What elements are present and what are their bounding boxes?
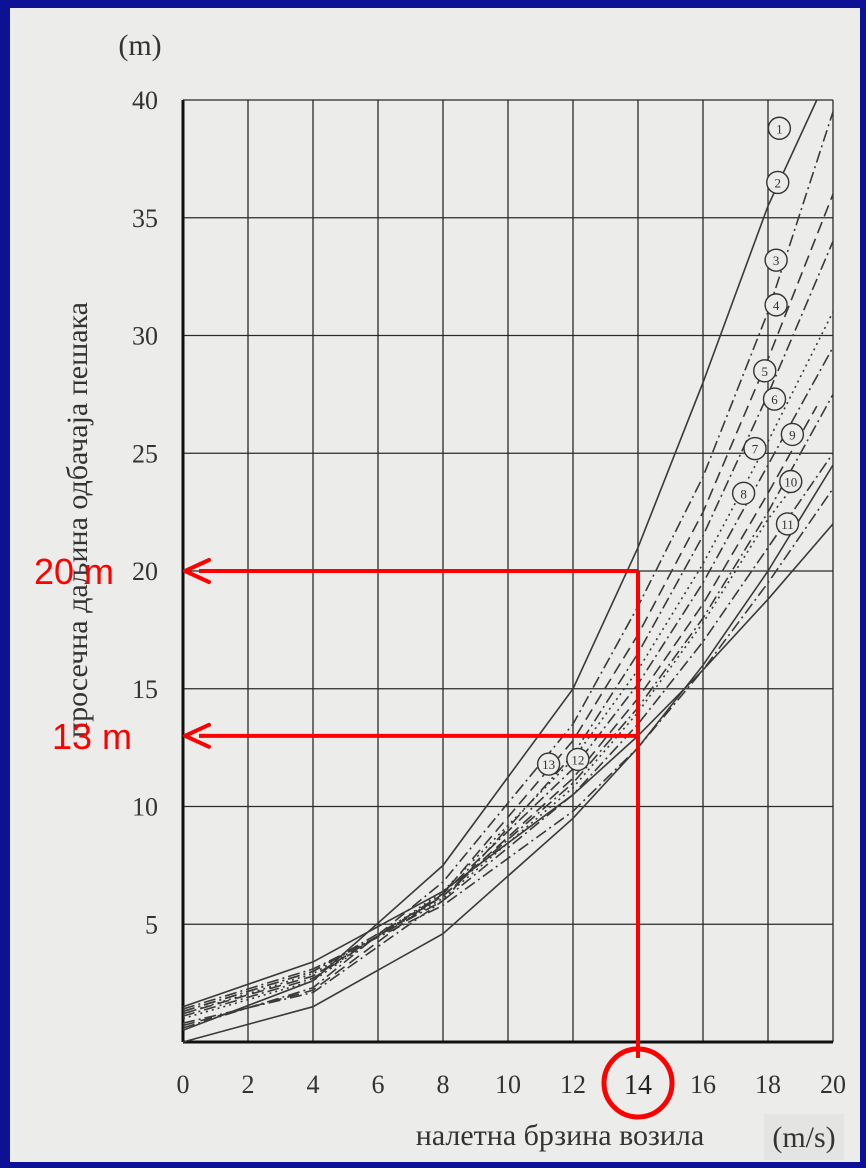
x-tick-highlight-circle xyxy=(601,1046,675,1120)
series-label-11: 11 xyxy=(775,512,800,536)
series-label-circle xyxy=(764,248,788,272)
x-tick-label: 4 xyxy=(307,1070,320,1099)
series-label-circle xyxy=(743,436,767,461)
series-label-circle xyxy=(536,752,561,776)
series-line-5 xyxy=(182,311,834,1020)
x-tick-label: 12 xyxy=(560,1070,586,1099)
series-line-1 xyxy=(182,99,818,1031)
tick-labels: 02468101214161820510152025303540 xyxy=(132,86,846,1099)
series-label-number: 11 xyxy=(781,517,794,532)
series-label-5: 5 xyxy=(753,359,777,383)
series-label-9: 9 xyxy=(780,422,805,447)
series-line-6 xyxy=(182,346,834,1017)
x-tick-label: 6 xyxy=(372,1070,385,1099)
y-tick-label: 15 xyxy=(132,675,158,704)
series-line-4 xyxy=(182,240,834,1024)
series-label-number: 7 xyxy=(752,442,759,457)
x-tick-label: 18 xyxy=(755,1070,781,1099)
x-axis-unit: (m/s) xyxy=(772,1121,835,1154)
series-label-7: 7 xyxy=(743,436,767,461)
y-tick-label: 30 xyxy=(132,322,158,351)
series-label-4: 4 xyxy=(764,293,788,317)
series-line-10 xyxy=(182,452,834,1013)
series-line-12 xyxy=(182,523,834,1008)
series-line-11 xyxy=(182,488,834,1010)
series-label-13: 13 xyxy=(536,752,561,776)
annotation-arrowhead xyxy=(183,558,211,584)
series-label-number: 9 xyxy=(789,427,796,442)
series-line-2 xyxy=(182,111,834,1029)
series-line-8 xyxy=(182,476,802,1015)
series-label-6: 6 xyxy=(762,387,787,411)
series-label-circle xyxy=(775,512,800,536)
y-tick-label: 35 xyxy=(132,204,158,233)
x-unit-box xyxy=(764,1114,844,1160)
highlight-tick-backdrop xyxy=(610,1058,666,1102)
series-label-number: 6 xyxy=(771,392,778,407)
y-tick-label: 40 xyxy=(132,86,158,115)
series-label-circle xyxy=(779,469,803,494)
series-label-number: 8 xyxy=(740,486,747,501)
series-layer xyxy=(182,99,834,1043)
chart-paper xyxy=(10,8,860,1162)
annotation-1: 20 m xyxy=(34,551,638,592)
y-tick-label: 5 xyxy=(145,910,158,939)
x-tick-label: 16 xyxy=(690,1070,716,1099)
highlighted-x-tick: 14 xyxy=(624,1070,652,1101)
x-tick-label: 10 xyxy=(495,1070,521,1099)
annotation-label: 20 m xyxy=(34,551,114,592)
annotation-arrowhead xyxy=(183,722,211,749)
series-label-circle xyxy=(780,422,805,447)
y-tick-label: 25 xyxy=(132,439,158,468)
annotations-layer: 20 m 13 m 14 xyxy=(34,551,675,1120)
series-label-number: 10 xyxy=(784,475,797,490)
x-axis-title: налетна брзина возила xyxy=(416,1119,704,1152)
series-line-3 xyxy=(182,193,834,1027)
series-label-circle xyxy=(753,359,777,383)
series-label-10: 10 xyxy=(779,469,803,494)
series-label-number: 12 xyxy=(571,752,584,767)
y-tick-label: 20 xyxy=(132,557,158,586)
series-label-number: 3 xyxy=(773,253,780,268)
series-label-circle xyxy=(764,293,788,317)
series-label-circle xyxy=(731,481,756,505)
series-label-number: 5 xyxy=(762,364,769,379)
x-tick-label: 2 xyxy=(242,1070,255,1099)
series-label-number: 1 xyxy=(776,121,783,136)
series-label-12: 12 xyxy=(566,747,590,772)
series-label-number: 4 xyxy=(773,298,780,313)
x-tick-label: 0 xyxy=(177,1070,190,1099)
series-label-circle xyxy=(766,170,790,195)
annotation-2: 13 m xyxy=(52,716,638,757)
x-tick-label: 8 xyxy=(437,1070,450,1099)
x-tick-label: 20 xyxy=(820,1070,846,1099)
series-label-1: 1 xyxy=(767,116,792,140)
series-label-3: 3 xyxy=(764,248,788,272)
y-axis-unit: (m) xyxy=(118,29,161,62)
series-line-13 xyxy=(182,464,834,1043)
annotation-label: 13 m xyxy=(52,716,132,757)
series-label-2: 2 xyxy=(766,170,790,195)
series-label-number: 2 xyxy=(775,175,782,190)
axis-titles: (m) просечна даљина одбачаја пешака налетн… xyxy=(61,29,844,1160)
series-label-circle xyxy=(566,747,590,772)
series-label-8: 8 xyxy=(731,481,756,505)
series-label-circle xyxy=(767,116,792,140)
y-tick-label: 10 xyxy=(132,793,158,822)
series-label-circle xyxy=(762,387,787,411)
y-axis-title: просечна даљина одбачаја пешака xyxy=(61,302,94,738)
series-label-number: 13 xyxy=(542,757,555,772)
series-line-7 xyxy=(182,405,818,1015)
